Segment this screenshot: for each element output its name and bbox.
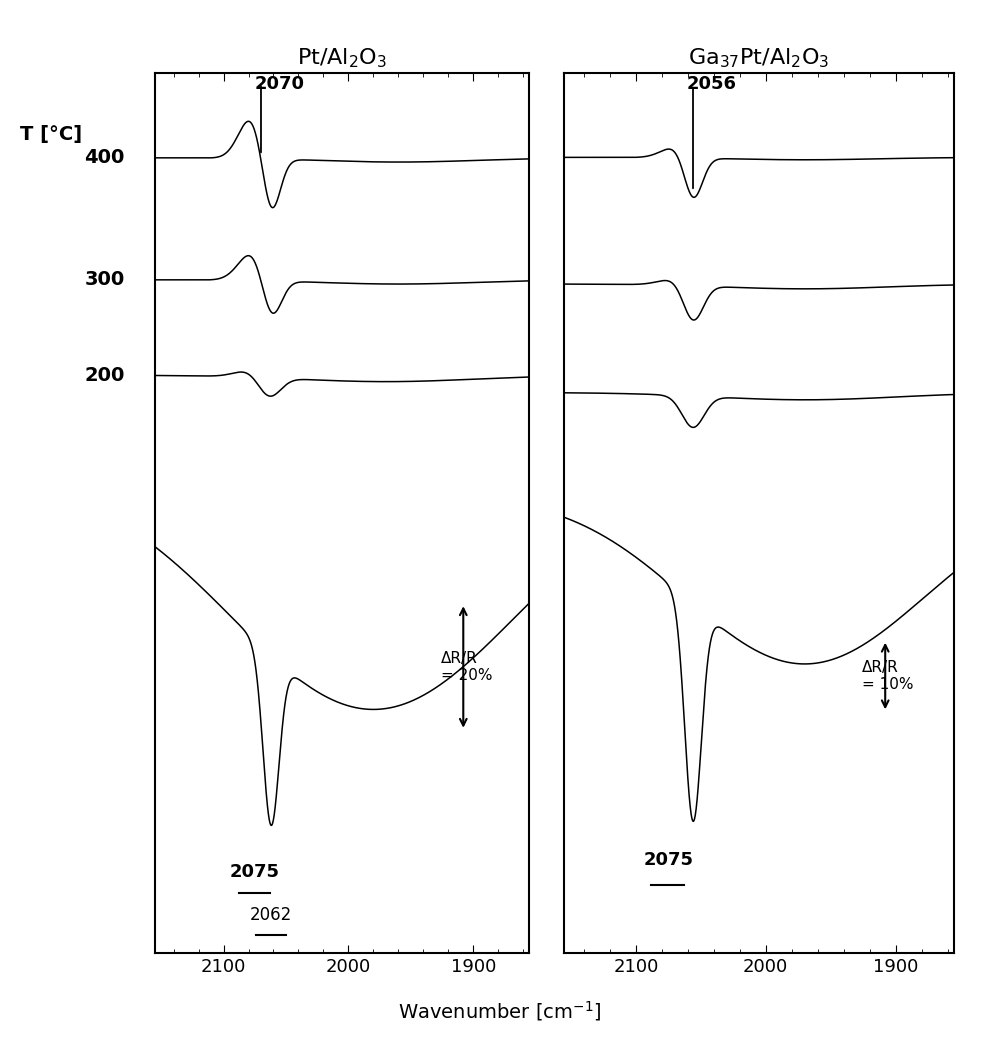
Text: 300: 300 [85,270,125,290]
Text: T [°C]: T [°C] [20,125,82,144]
Text: 2075: 2075 [230,863,280,882]
Text: 200: 200 [85,366,125,384]
Text: ΔR/R
= 10%: ΔR/R = 10% [862,660,913,692]
Text: 2070: 2070 [255,75,305,93]
Text: 2056: 2056 [686,75,736,94]
Title: Ga$_{37}$Pt/Al$_2$O$_3$: Ga$_{37}$Pt/Al$_2$O$_3$ [688,47,830,70]
Text: ΔR/R
= 20%: ΔR/R = 20% [441,651,493,684]
Text: Wavenumber [cm$^{-1}$]: Wavenumber [cm$^{-1}$] [398,999,601,1022]
Text: 2075: 2075 [643,851,693,869]
Title: Pt/Al$_2$O$_3$: Pt/Al$_2$O$_3$ [297,47,388,70]
Text: 400: 400 [85,148,125,168]
Text: 2062: 2062 [250,905,292,923]
